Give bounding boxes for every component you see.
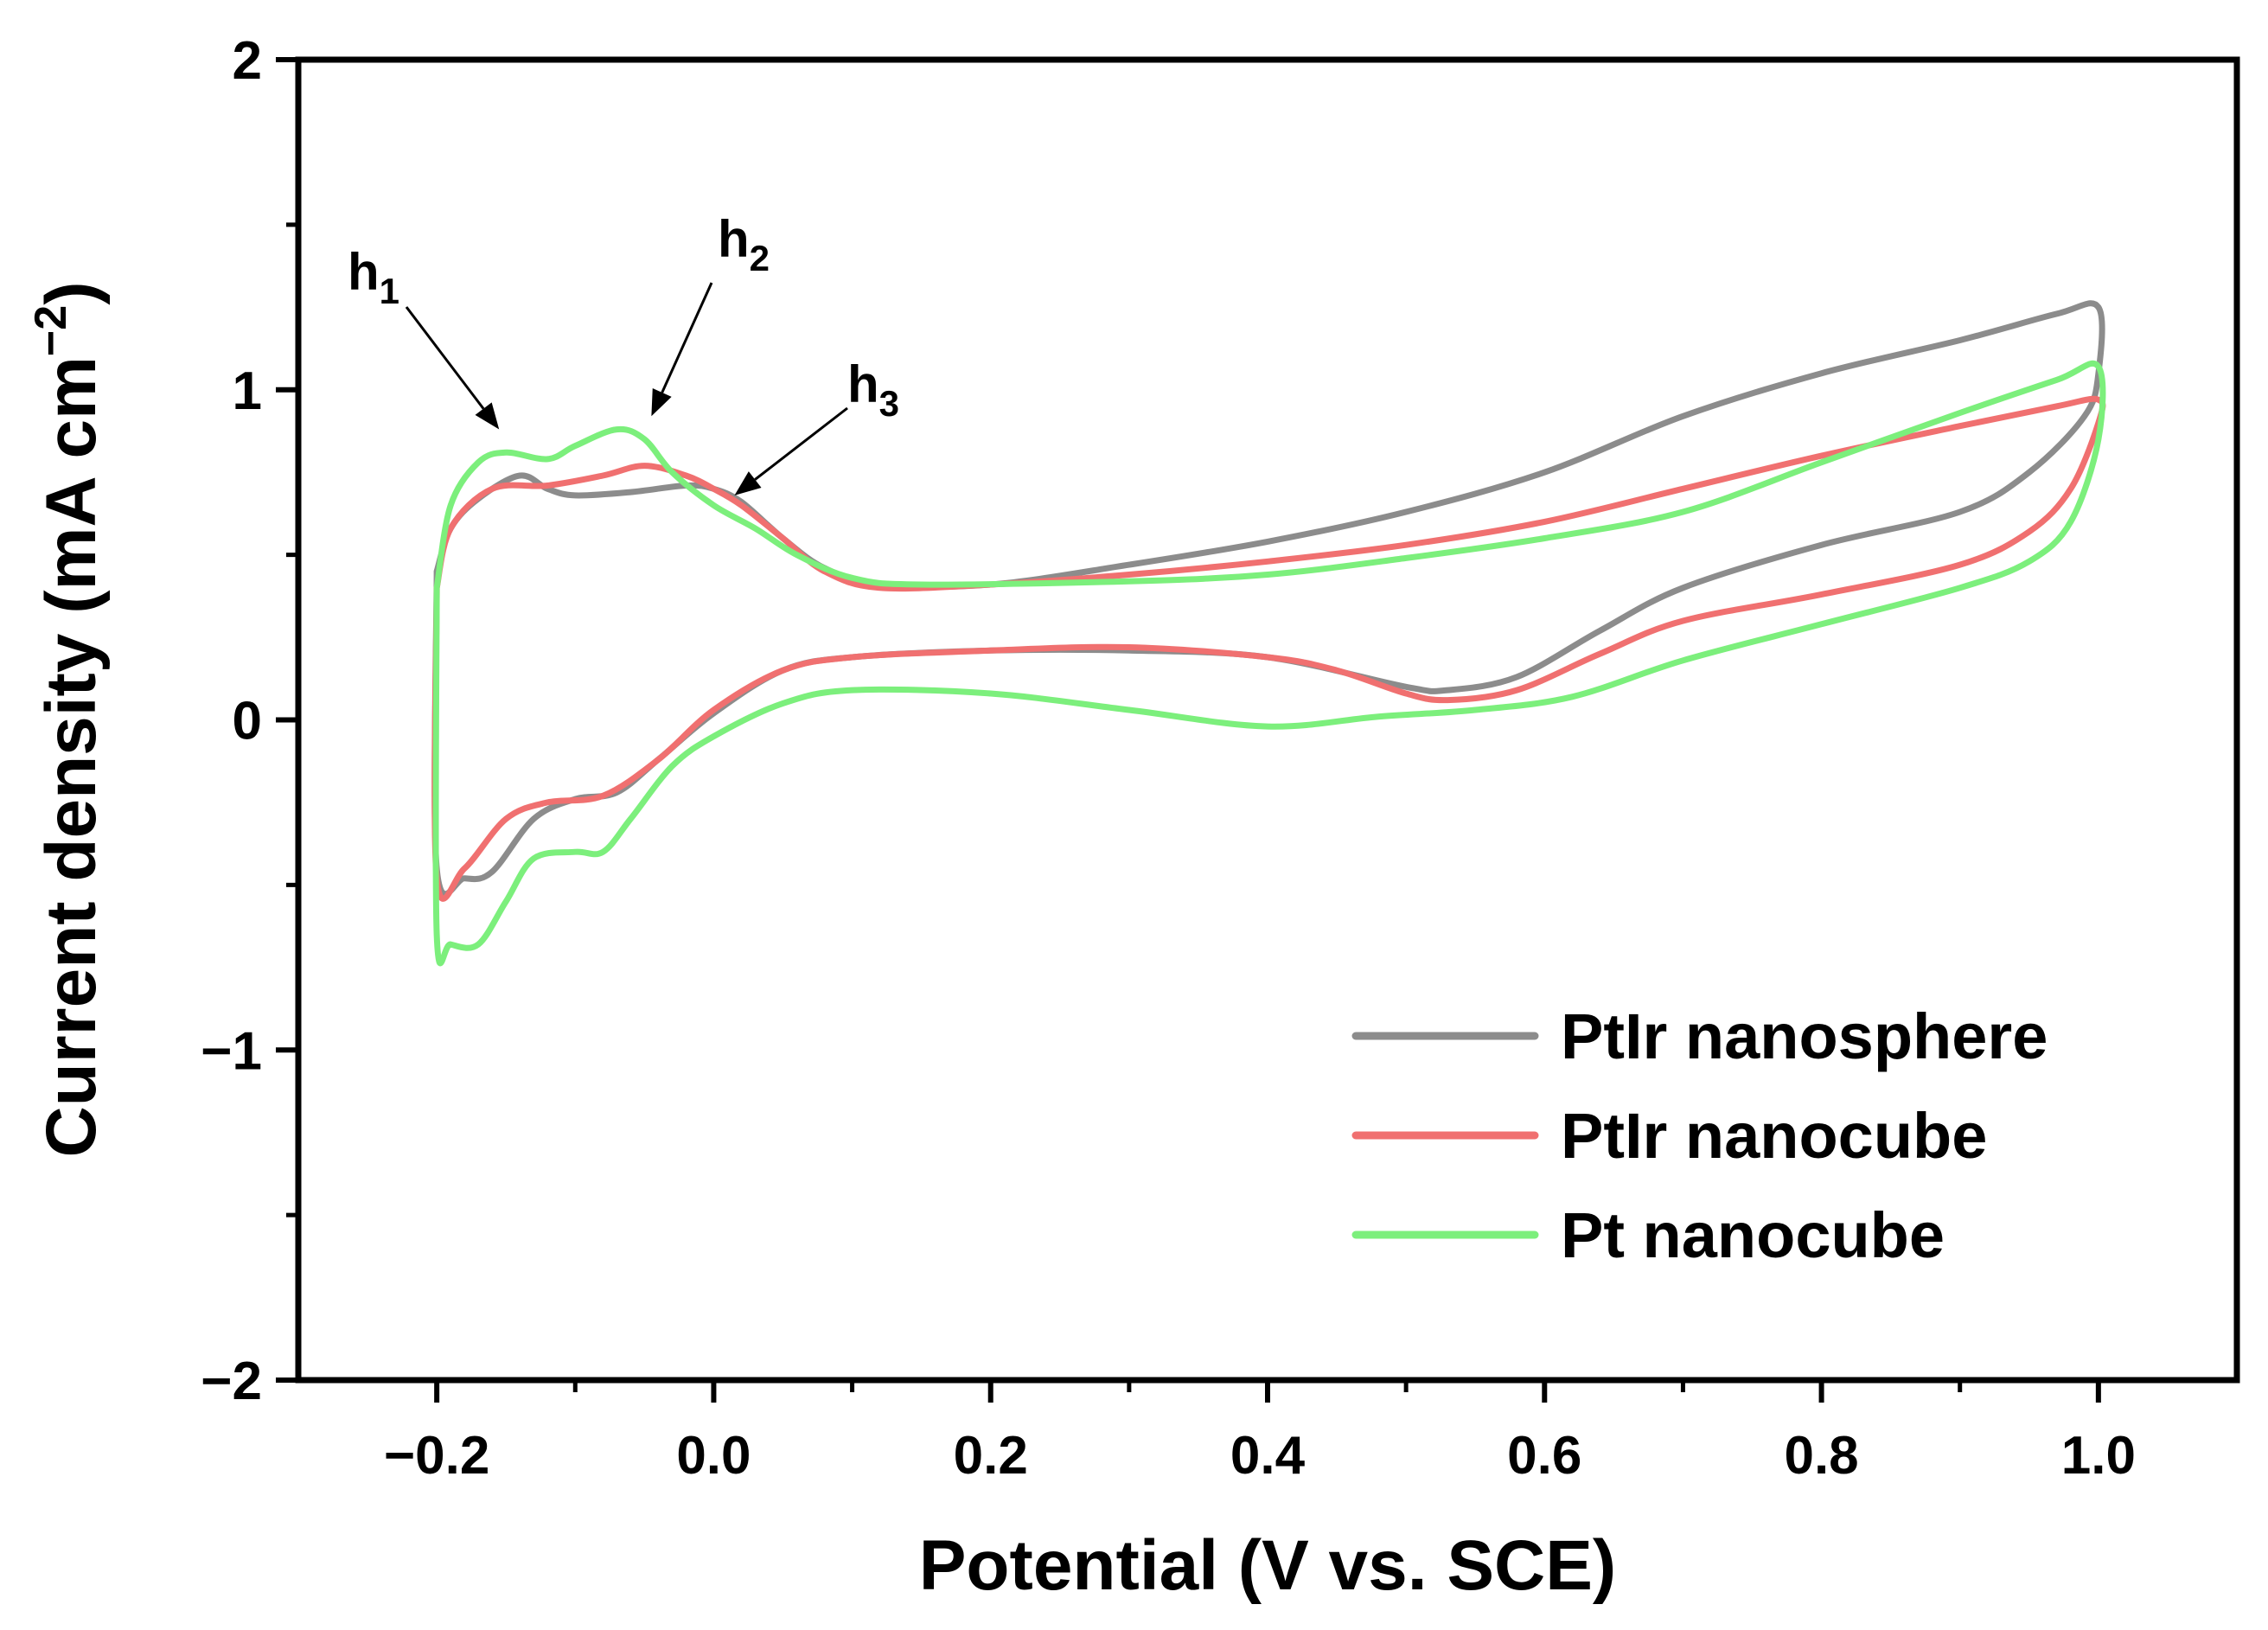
annotation-letter: h: [847, 355, 879, 413]
legend-label: PtIr nanocube: [1561, 1100, 1987, 1172]
y-axis-title-superscript: −2: [26, 305, 76, 356]
x-tick-label: 0.6: [1507, 1426, 1581, 1486]
x-axis-title: Potential (V vs. SCE): [919, 1526, 1617, 1605]
x-tick-label: 0.0: [676, 1426, 751, 1486]
x-axis: −0.2 0.0 0.2 0.4 0.6 0.8 1.0: [384, 1380, 2136, 1486]
x-tick-label: 0.8: [1784, 1426, 1858, 1486]
annotation-arrow-head: [734, 471, 762, 495]
annotation-label: h2: [718, 210, 770, 278]
y-axis-title: Current density (mA cm−2): [26, 281, 111, 1157]
annotation-arrow-head: [475, 402, 500, 430]
annotation-label: h1: [348, 243, 399, 311]
legend: PtIr nanosphere PtIr nanocube Pt nanocube: [1351, 1000, 2048, 1271]
legend-label: PtIr nanosphere: [1561, 1000, 2048, 1072]
y-tick-label: 2: [233, 31, 262, 91]
y-tick-label: −2: [201, 1352, 262, 1411]
annotation-letter: h: [718, 210, 750, 268]
annotation-arrow-line: [754, 406, 848, 481]
annotation-arrow-line: [661, 282, 713, 393]
y-tick-label: 0: [233, 692, 262, 751]
x-tick-label: 0.4: [1230, 1426, 1306, 1486]
y-axis: −2 −1 0 1 2: [201, 31, 298, 1411]
annotation-arrow-line: [405, 306, 485, 410]
y-tick-label: 1: [233, 361, 262, 421]
annotation-subscript: 2: [750, 238, 770, 278]
y-tick-label: −1: [201, 1021, 262, 1081]
series-line-2: [431, 395, 2106, 902]
x-tick-label: 1.0: [2061, 1426, 2136, 1486]
legend-label: Pt nanocube: [1561, 1199, 1945, 1271]
series-line-3: [432, 360, 2106, 967]
series-group: [431, 300, 2106, 967]
annotation-letter: h: [348, 243, 380, 301]
x-tick-label: 0.2: [954, 1426, 1028, 1486]
y-axis-title-main: Current density (mA cm: [32, 356, 111, 1157]
annotation-subscript: 1: [380, 271, 399, 311]
annotation-label: h3: [847, 355, 899, 424]
y-axis-title-close: ): [32, 281, 111, 304]
x-tick-label: −0.2: [384, 1426, 489, 1486]
annotation-arrow-head: [651, 388, 672, 417]
annotation-subscript: 3: [879, 383, 899, 424]
